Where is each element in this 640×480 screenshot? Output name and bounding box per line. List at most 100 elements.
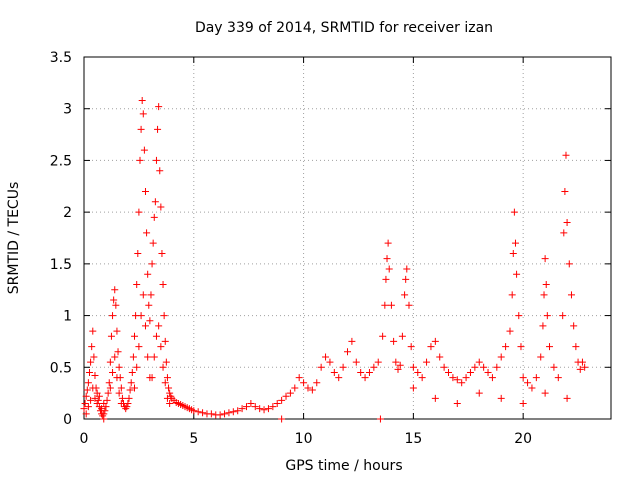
data-point: [114, 348, 122, 356]
data-point: [150, 353, 158, 361]
data-point: [260, 406, 268, 414]
data-point: [269, 403, 277, 411]
data-point: [87, 396, 95, 404]
y-tick-labels: 0 0.5 1 1.5 2 2.5 3 3.5: [50, 50, 72, 428]
data-point: [541, 389, 549, 397]
data-point: [131, 384, 139, 392]
data-point: [453, 376, 461, 384]
data-point: [385, 265, 393, 273]
data-point: [110, 296, 118, 304]
data-point: [282, 392, 290, 400]
data-point: [89, 384, 97, 392]
data-point: [156, 167, 164, 175]
data-point: [238, 405, 246, 413]
data-point: [550, 363, 558, 371]
data-point: [148, 374, 156, 382]
data-point: [300, 379, 308, 387]
data-point: [247, 399, 255, 407]
data-point: [115, 363, 123, 371]
data-point: [133, 363, 141, 371]
data-point: [103, 396, 111, 404]
data-point: [118, 394, 126, 402]
data-point: [308, 386, 316, 394]
grid: [84, 57, 611, 419]
data-point: [576, 365, 584, 373]
y-tick-label: 2: [63, 205, 72, 221]
data-point: [335, 374, 343, 382]
data-point: [394, 365, 402, 373]
data-point: [528, 384, 536, 392]
data-point: [163, 374, 171, 382]
data-point: [126, 386, 134, 394]
data-point: [111, 286, 119, 294]
data-point: [80, 405, 88, 413]
data-point: [81, 399, 89, 407]
data-point: [458, 379, 466, 387]
data-point: [405, 301, 413, 309]
data-point: [144, 270, 152, 278]
data-point: [517, 343, 525, 351]
data-point: [572, 343, 580, 351]
y-tick-label: 3: [63, 102, 72, 118]
data-point: [508, 291, 516, 299]
data-point: [137, 125, 145, 133]
data-point: [151, 198, 159, 206]
data-point: [402, 275, 410, 283]
data-point: [475, 389, 483, 397]
data-point: [128, 368, 136, 376]
data-point: [480, 363, 488, 371]
data-point: [383, 255, 391, 263]
data-point: [100, 415, 108, 423]
data-point: [82, 392, 90, 400]
data-point: [225, 409, 233, 417]
data-point: [134, 250, 142, 258]
y-tick-label: 3.5: [50, 50, 72, 66]
data-point: [546, 343, 554, 351]
data-point: [273, 399, 281, 407]
data-point: [106, 358, 114, 366]
data-point: [445, 368, 453, 376]
x-tick-label: 20: [514, 431, 532, 447]
data-point: [515, 312, 523, 320]
data-point: [84, 379, 92, 387]
data-point: [161, 337, 169, 345]
data-point: [141, 187, 149, 195]
data-point: [493, 363, 501, 371]
data-point: [136, 156, 144, 164]
data-point: [109, 312, 117, 320]
data-point: [145, 301, 153, 309]
data-point: [348, 337, 356, 345]
data-point: [560, 229, 568, 237]
data-point: [382, 275, 390, 283]
data-point: [216, 411, 224, 419]
data-point: [161, 379, 169, 387]
data-point: [418, 374, 426, 382]
data-point: [137, 312, 145, 320]
data-point: [497, 394, 505, 402]
data-point: [396, 361, 404, 369]
x-tick-label: 5: [189, 431, 198, 447]
axis-ticks: [83, 56, 611, 420]
data-point: [278, 396, 286, 404]
y-tick-label: 1: [63, 309, 72, 325]
x-tick-labels: 0 5 10 15 20: [80, 431, 533, 447]
data-point: [427, 343, 435, 351]
data-point: [117, 384, 125, 392]
data-point: [403, 265, 411, 273]
data-point: [160, 312, 168, 320]
data-point: [135, 208, 143, 216]
data-point: [133, 281, 141, 289]
y-axis-label: SRMTID / TECUs: [6, 182, 22, 295]
data-point: [159, 363, 167, 371]
data-point: [159, 281, 167, 289]
data-point: [90, 353, 98, 361]
data-point: [139, 291, 147, 299]
data-point: [82, 410, 90, 418]
chart-title: Day 339 of 2014, SRMTID for receiver iza…: [195, 20, 493, 36]
data-point: [83, 386, 91, 394]
data-point: [135, 343, 143, 351]
data-point: [462, 374, 470, 382]
x-tick-label: 0: [80, 431, 89, 447]
data-point: [140, 146, 148, 154]
data-point: [539, 322, 547, 330]
